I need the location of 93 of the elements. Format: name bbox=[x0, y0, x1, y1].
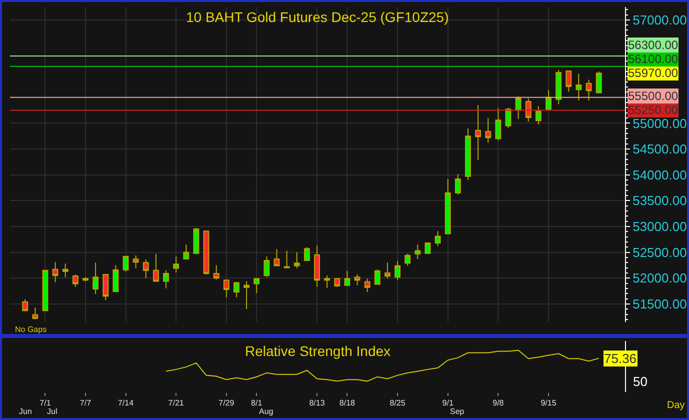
candlestick bbox=[132, 254, 139, 269]
candlestick bbox=[122, 256, 129, 272]
candlestick bbox=[444, 178, 451, 234]
text: Aug bbox=[259, 407, 274, 416]
candlestick bbox=[82, 276, 88, 282]
candlestick bbox=[223, 280, 230, 298]
x-tick-label: 9/1 bbox=[442, 398, 454, 408]
y-tick-label: 53500.00 bbox=[632, 193, 687, 208]
candlestick bbox=[414, 244, 421, 260]
candlestick bbox=[515, 96, 522, 120]
candlestick bbox=[92, 262, 99, 295]
candlestick bbox=[535, 106, 542, 125]
candlestick bbox=[193, 228, 200, 254]
candlestick bbox=[274, 248, 280, 266]
candlestick bbox=[384, 262, 390, 280]
candlestick bbox=[475, 104, 482, 160]
candlestick bbox=[163, 270, 169, 289]
y-tick-label: 51500.00 bbox=[632, 296, 687, 312]
text: 75.36 bbox=[604, 351, 637, 366]
candlestick bbox=[294, 252, 300, 269]
candlestick bbox=[374, 268, 380, 285]
candlestick bbox=[234, 281, 240, 298]
candlestick bbox=[546, 90, 552, 110]
candlestick bbox=[62, 263, 68, 278]
candlestick bbox=[495, 108, 502, 141]
text: Day bbox=[667, 400, 685, 411]
candlestick bbox=[264, 256, 270, 278]
y-tick-label: 53000.00 bbox=[632, 219, 687, 234]
candlestick bbox=[404, 253, 411, 266]
candlestick bbox=[284, 250, 290, 269]
candlestick bbox=[52, 262, 58, 283]
y-tick-label: 55000.00 bbox=[632, 116, 687, 131]
text: 55970.00 bbox=[628, 66, 678, 80]
y-tick-label: 57000.00 bbox=[632, 12, 687, 28]
candlestick bbox=[42, 270, 48, 312]
x-tick-label: 7/14 bbox=[118, 398, 134, 408]
candlestick bbox=[566, 70, 572, 92]
candlestick bbox=[334, 278, 340, 288]
x-tick-label: 7/21 bbox=[168, 398, 184, 408]
candlestick bbox=[344, 270, 350, 286]
candlestick bbox=[72, 274, 78, 288]
candlestick bbox=[324, 275, 330, 288]
x-tick-label: 9/15 bbox=[540, 398, 557, 408]
candlestick bbox=[142, 259, 149, 279]
candlestick bbox=[354, 274, 360, 286]
x-tick-label: 8/18 bbox=[339, 398, 356, 408]
candlestick bbox=[203, 230, 210, 275]
ref-line-label: 56100.00 bbox=[628, 52, 678, 66]
ref-line-label: 55500.00 bbox=[628, 89, 678, 103]
text: Jul bbox=[47, 407, 58, 416]
candlestick bbox=[424, 242, 431, 254]
y-tick-label: 52000.00 bbox=[632, 270, 687, 286]
candlestick bbox=[314, 245, 320, 288]
candlestick bbox=[596, 71, 602, 94]
x-tick-label: 9/8 bbox=[492, 398, 504, 408]
candlestick bbox=[525, 98, 532, 122]
candlestick bbox=[32, 307, 38, 320]
candlestick bbox=[394, 260, 400, 281]
candlestick bbox=[254, 278, 260, 294]
text: No Gaps bbox=[15, 325, 47, 334]
candlestick bbox=[586, 79, 592, 101]
text: Sep bbox=[450, 407, 465, 416]
text: 50 bbox=[633, 374, 648, 389]
chart-title: 10 BAHT Gold Futures Dec-25 (GF10Z25) bbox=[186, 9, 449, 25]
y-tick-label: 54500.00 bbox=[632, 142, 687, 157]
y-tick-label: 54000.00 bbox=[632, 167, 687, 182]
candlestick bbox=[173, 256, 180, 273]
candlestick bbox=[576, 73, 582, 101]
x-tick-label: 7/1 bbox=[40, 398, 52, 408]
candlestick bbox=[102, 274, 109, 301]
candlestick bbox=[213, 264, 220, 280]
candlestick bbox=[465, 128, 471, 180]
candlestick bbox=[152, 253, 159, 282]
text: Jun bbox=[19, 407, 32, 416]
candlestick bbox=[244, 280, 250, 310]
candlestick bbox=[112, 264, 119, 292]
candlestick bbox=[454, 174, 461, 195]
y-tick-label: 52500.00 bbox=[632, 244, 687, 260]
chart-title: Relative Strength Index bbox=[245, 343, 391, 359]
candlestick bbox=[304, 246, 310, 262]
x-tick-label: 7/7 bbox=[80, 398, 92, 408]
x-tick-label: 8/25 bbox=[390, 398, 406, 408]
candlestick bbox=[485, 118, 492, 144]
candlestick bbox=[556, 70, 562, 105]
x-tick-label: 8/1 bbox=[251, 398, 263, 408]
x-tick-label: 8/13 bbox=[309, 398, 326, 408]
candlestick bbox=[22, 298, 28, 312]
ref-line-label: 56300.00 bbox=[628, 38, 678, 52]
x-tick-label: 7/29 bbox=[218, 398, 235, 408]
candlestick bbox=[364, 278, 370, 293]
candlestick bbox=[183, 244, 190, 260]
ref-line-label: 55250.00 bbox=[628, 103, 678, 117]
candlestick bbox=[434, 230, 441, 247]
